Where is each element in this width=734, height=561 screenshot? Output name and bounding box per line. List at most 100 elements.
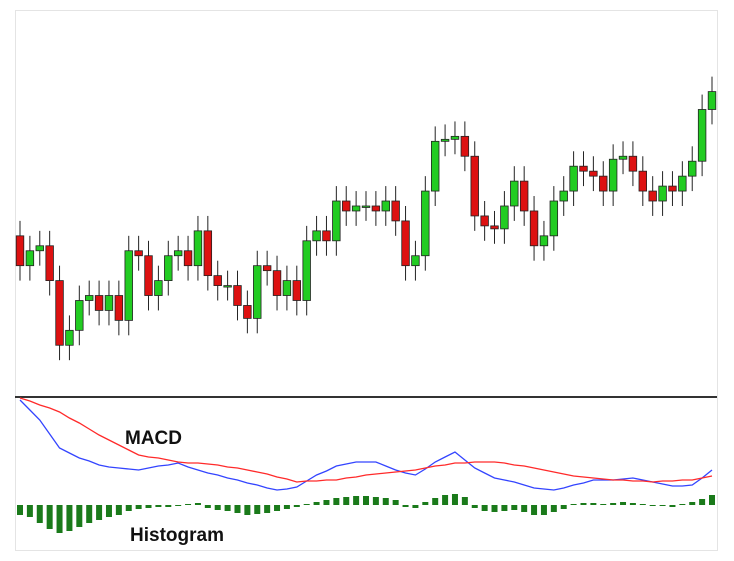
- histogram-bar: [560, 505, 567, 509]
- candle-body: [490, 225, 499, 230]
- candle-body: [85, 295, 94, 301]
- histogram-bar: [353, 496, 360, 505]
- price-panel: [15, 76, 717, 361]
- candle-body: [519, 180, 529, 212]
- histogram-bar: [46, 505, 53, 529]
- candle-body: [94, 295, 104, 311]
- candle-body: [292, 280, 301, 301]
- histogram-bar: [442, 495, 449, 505]
- histogram-bar: [333, 498, 340, 505]
- candle-body: [45, 245, 54, 281]
- histogram-bar: [669, 505, 676, 507]
- histogram-bar: [264, 505, 271, 513]
- candle-body: [450, 135, 460, 140]
- candle-body: [401, 220, 410, 267]
- histogram-bar: [86, 505, 93, 523]
- macd-panel: [17, 397, 715, 533]
- indicator-line: [19, 397, 713, 483]
- candle-body: [460, 135, 470, 157]
- histogram-bar: [185, 504, 192, 505]
- histogram-bar: [471, 505, 478, 508]
- histogram-bar: [709, 495, 715, 505]
- candle-body: [589, 170, 598, 177]
- candle-body: [25, 250, 35, 267]
- indicator-line: [19, 399, 713, 491]
- candle-body: [213, 275, 222, 286]
- histogram-bar: [234, 505, 241, 513]
- histogram-bar: [36, 505, 43, 523]
- histogram-bar: [274, 505, 281, 511]
- candle-body: [203, 230, 213, 277]
- candle-body: [154, 280, 163, 296]
- candle-body: [55, 280, 64, 346]
- histogram-bar: [155, 505, 162, 507]
- histogram-bar: [659, 505, 666, 506]
- candle-body: [559, 190, 568, 202]
- histogram-bar: [175, 505, 182, 506]
- candle-body: [243, 305, 252, 319]
- candle-body: [480, 215, 489, 227]
- candle-body: [302, 240, 311, 301]
- candle-body: [549, 200, 559, 237]
- candle-body: [282, 280, 292, 296]
- candle-body: [272, 270, 282, 296]
- candle-body: [608, 158, 618, 192]
- candle-body: [579, 165, 588, 172]
- candle-body: [164, 255, 173, 281]
- histogram-bar: [481, 505, 488, 511]
- candle-body: [697, 109, 707, 162]
- histogram-bar: [382, 498, 389, 505]
- macd-label: MACD: [125, 428, 182, 449]
- candle-body: [114, 295, 124, 321]
- candle-body: [381, 200, 390, 212]
- histogram-bar: [224, 505, 231, 511]
- histogram-label: Histogram: [130, 525, 224, 546]
- histogram-bar: [629, 503, 636, 505]
- candle-body: [391, 200, 400, 222]
- candle-body: [440, 138, 450, 142]
- candle-body: [134, 250, 143, 257]
- candle-body: [35, 245, 44, 252]
- candle-body: [144, 255, 153, 296]
- candle-body: [253, 265, 262, 319]
- histogram-bar: [639, 504, 646, 505]
- candle-body: [312, 230, 321, 242]
- histogram-bar: [313, 502, 320, 505]
- histogram-bar: [115, 505, 122, 515]
- histogram-bar: [451, 494, 458, 505]
- histogram-bar: [461, 497, 468, 505]
- histogram-bar: [402, 505, 409, 507]
- histogram-bar: [590, 503, 597, 505]
- histogram-bar: [422, 502, 429, 505]
- candle-body: [510, 180, 519, 207]
- candle-body: [668, 185, 677, 192]
- candle-body: [223, 285, 232, 288]
- candle-body: [262, 265, 272, 272]
- candle-body: [411, 255, 420, 267]
- histogram-bar: [392, 500, 399, 505]
- histogram-bar: [96, 505, 103, 520]
- histogram-bar: [521, 505, 528, 512]
- histogram-bar: [620, 502, 627, 505]
- candle-body: [658, 185, 667, 202]
- candle-body: [599, 175, 608, 192]
- histogram-bar: [699, 499, 706, 505]
- frame: [15, 10, 718, 551]
- histogram-bar: [501, 505, 508, 511]
- candle-body: [342, 200, 351, 212]
- histogram-bar: [303, 504, 310, 505]
- histogram-bar: [283, 505, 290, 509]
- histogram-bar: [105, 505, 112, 517]
- histogram-bar: [580, 503, 587, 505]
- histogram-bar: [194, 503, 201, 505]
- histogram-bar: [214, 505, 221, 510]
- candle-body: [539, 235, 549, 247]
- histogram-bar: [323, 500, 330, 505]
- candle-body: [638, 170, 647, 192]
- histogram-bar: [689, 502, 696, 505]
- candle-body: [371, 205, 381, 212]
- histogram-bar: [570, 504, 577, 505]
- candle-body: [430, 140, 440, 192]
- histogram-bar: [204, 505, 211, 508]
